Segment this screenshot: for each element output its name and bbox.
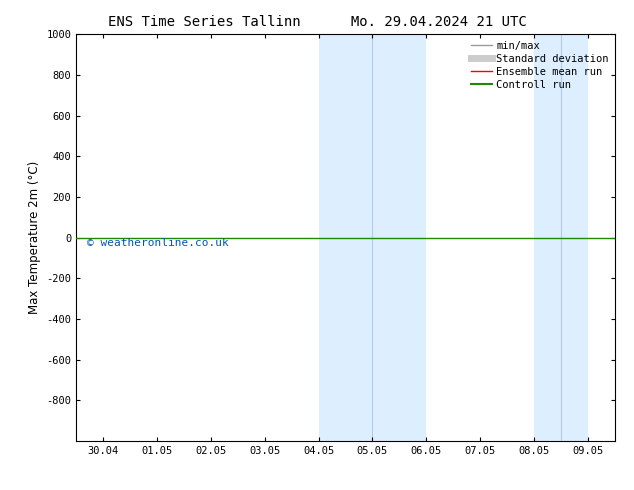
Bar: [319, 34, 426, 441]
Y-axis label: Max Temperature 2m (°C): Max Temperature 2m (°C): [28, 161, 41, 314]
Text: ENS Time Series Tallinn      Mo. 29.04.2024 21 UTC: ENS Time Series Tallinn Mo. 29.04.2024 2…: [108, 15, 526, 29]
Text: © weatheronline.co.uk: © weatheronline.co.uk: [87, 238, 229, 247]
Legend: min/max, Standard deviation, Ensemble mean run, Controll run: min/max, Standard deviation, Ensemble me…: [467, 36, 613, 94]
Bar: [534, 34, 588, 441]
